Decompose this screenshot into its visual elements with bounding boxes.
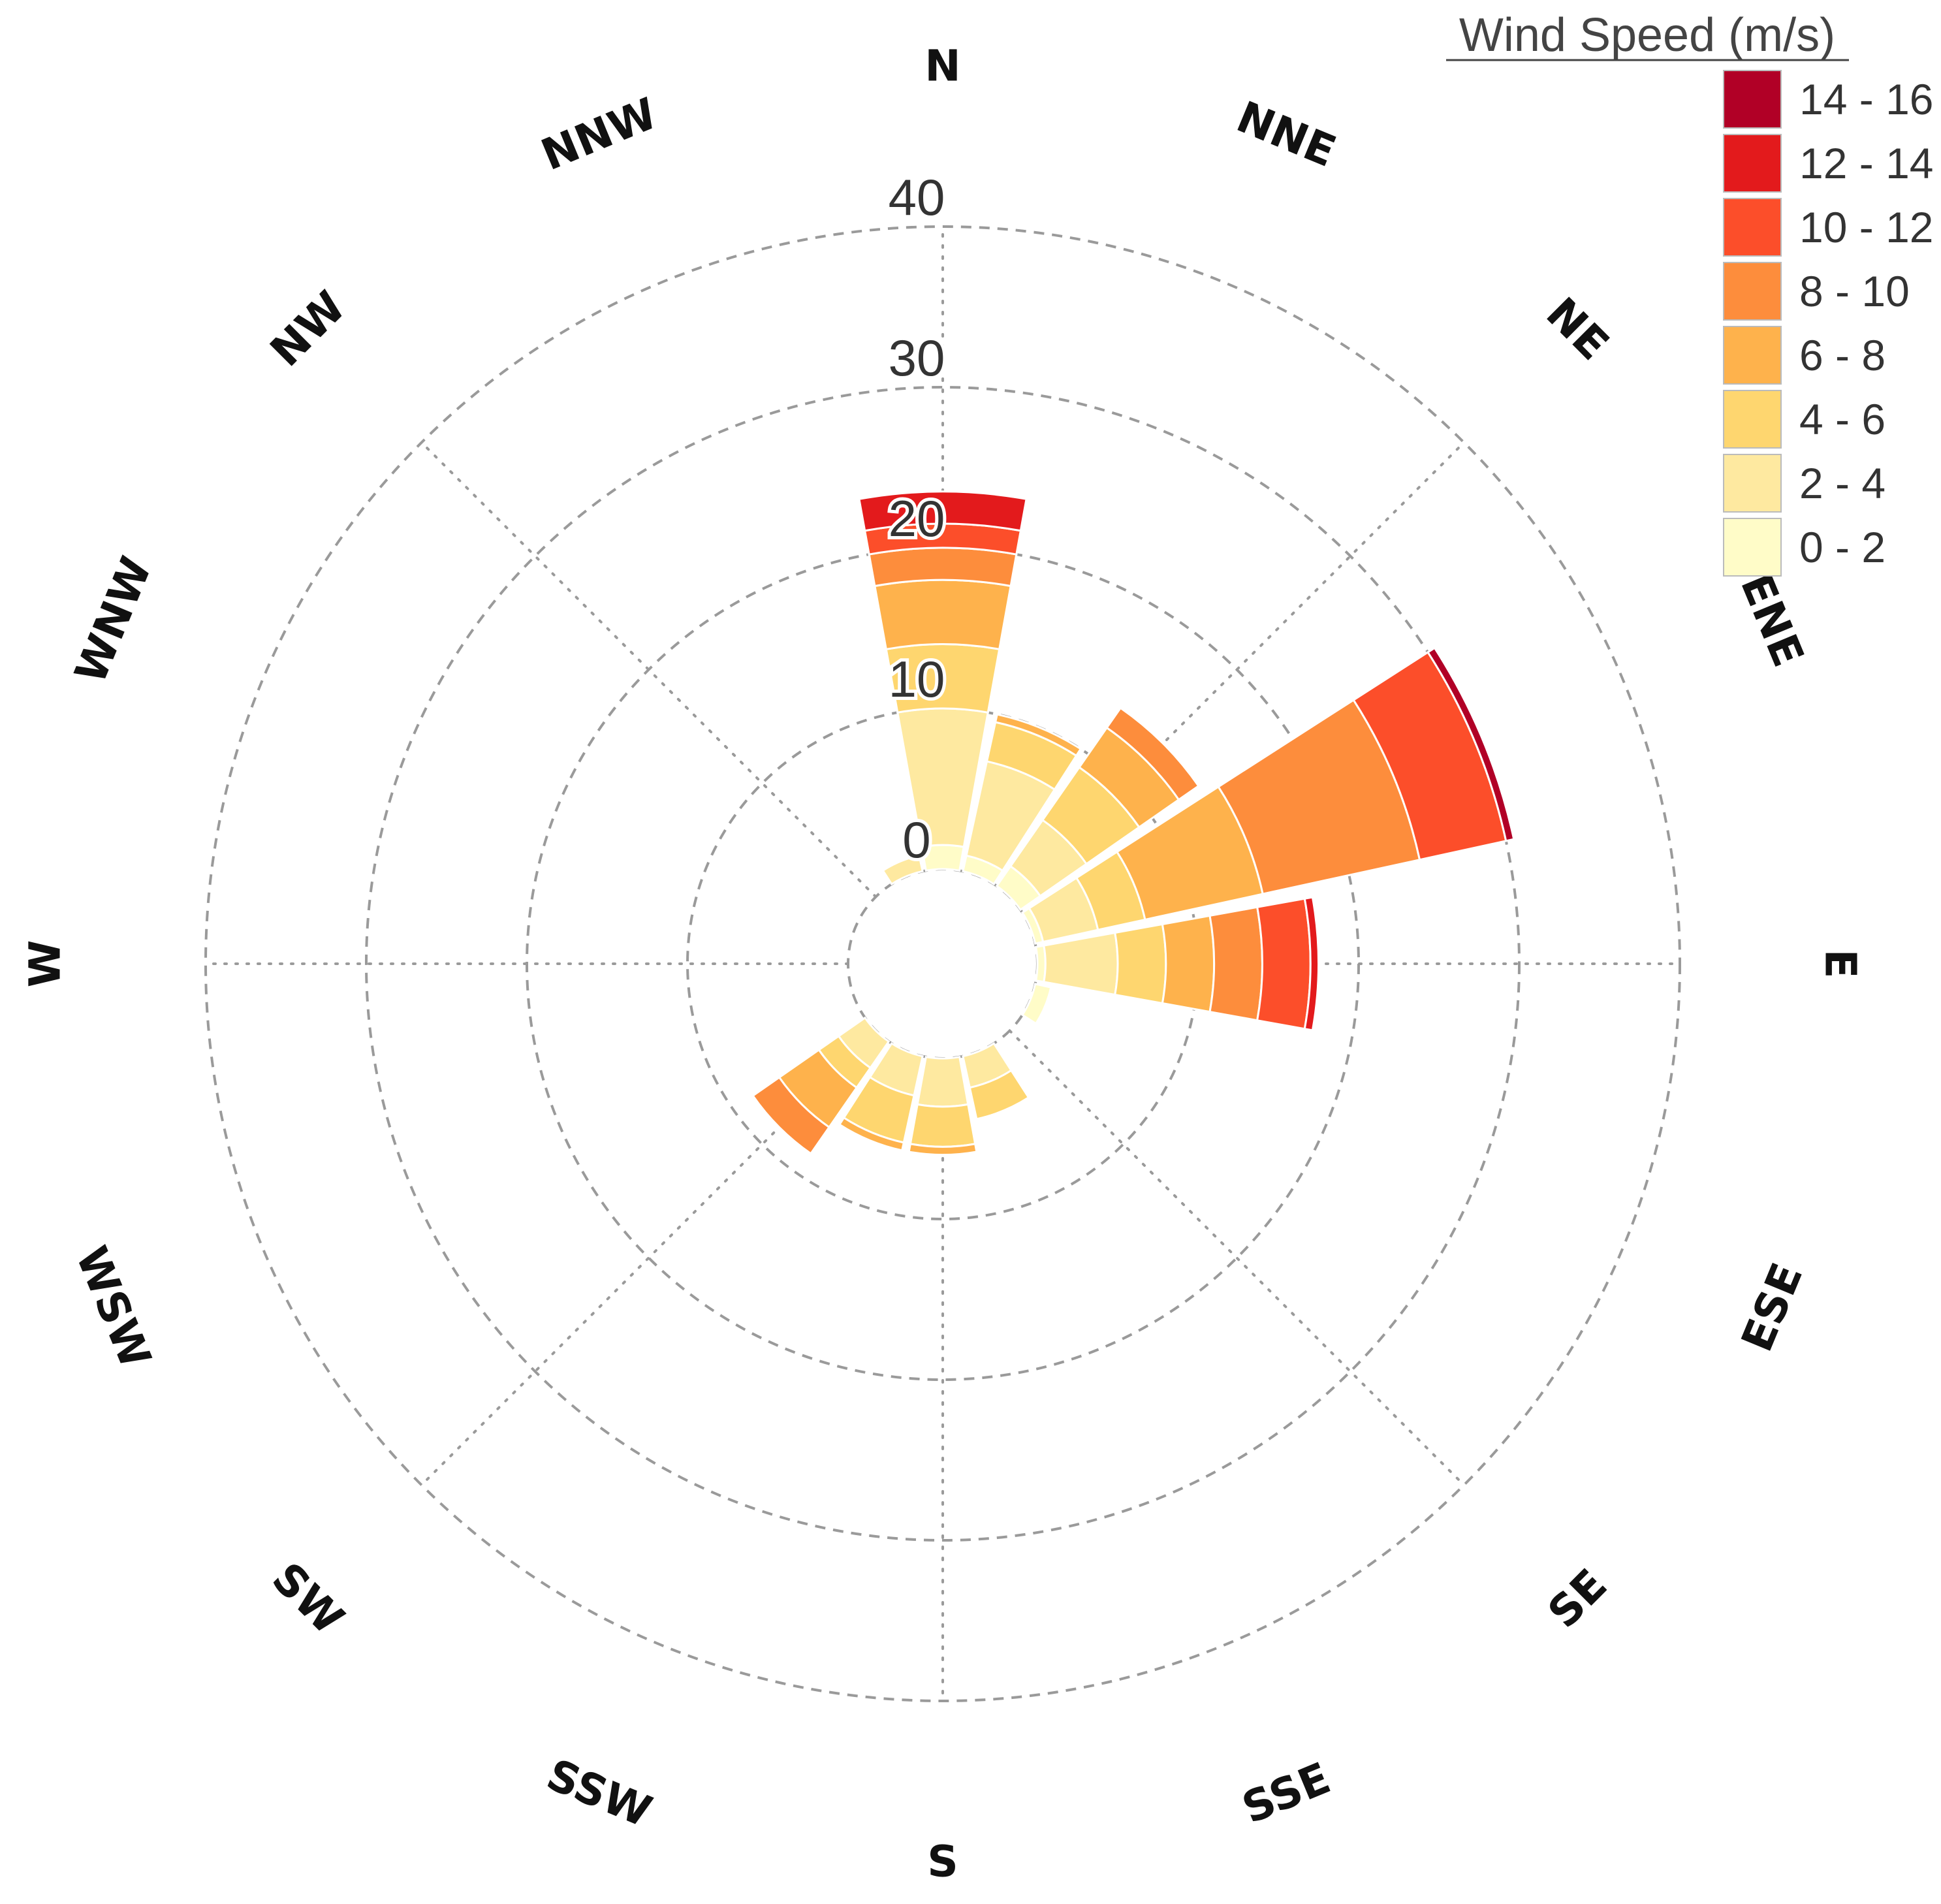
wedge-nnw-bin-1: [881, 854, 924, 886]
polar-grid: [204, 225, 1681, 1702]
direction-label-nw: NW: [260, 281, 355, 376]
legend-label-1: 2 - 4: [1799, 459, 1886, 507]
radial-tick-10: 10: [889, 650, 945, 708]
grid-spoke: [420, 441, 877, 898]
wedge-e-bin-3: [1161, 914, 1216, 1013]
direction-label-w: W: [20, 940, 71, 988]
wedge-ssw-bin-3: [838, 1116, 906, 1152]
legend-title: Wind Speed (m/s): [1459, 9, 1835, 61]
direction-label-sw: SW: [262, 1553, 354, 1645]
legend-swatch-2: [1723, 390, 1782, 449]
legend-swatch-4: [1723, 262, 1782, 321]
legend-label-5: 10 - 12: [1799, 203, 1933, 251]
wind-rose-bars: [751, 490, 1515, 1156]
wedge-n-bin-3: [874, 579, 1012, 651]
direction-label-wnw: WNW: [65, 550, 162, 690]
wedge-sw-bin-4: [751, 1075, 831, 1155]
legend-swatch-5: [1723, 198, 1782, 257]
wedge-s-bin-1: [916, 1055, 970, 1108]
radial-tick-20: 20: [889, 490, 945, 547]
direction-label-s: S: [927, 1837, 958, 1887]
radial-tick-40: 40: [889, 168, 945, 226]
radial-tick-labels: 0 10 20 30 40: [885, 165, 949, 872]
legend: Wind Speed (m/s) 14 - 16 12 - 14 10 - 12 8 …: [1446, 9, 1933, 577]
wedge-e-bin-6: [1303, 896, 1319, 1032]
direction-label-se: SE: [1538, 1559, 1617, 1638]
legend-label-4: 8 - 10: [1799, 267, 1910, 315]
wedge-e-bin-4: [1208, 906, 1263, 1022]
direction-label-ne: NE: [1537, 288, 1618, 370]
direction-label-e: E: [1816, 949, 1866, 978]
direction-label-n: N: [924, 41, 960, 91]
grid-spoke: [420, 1029, 877, 1487]
wedge-sse-bin-2: [968, 1069, 1030, 1120]
legend-swatch-7: [1723, 70, 1782, 129]
legend-items: 14 - 16 12 - 14 10 - 12 8 - 10 6 - 8 4 - 6 2 -…: [1723, 70, 1933, 577]
direction-label-ssw: SSW: [540, 1749, 659, 1837]
grid-spoke: [1008, 441, 1466, 898]
direction-label-nnw: NNW: [534, 88, 664, 180]
radial-tick-0: 0: [902, 811, 930, 868]
direction-labels: N NNE NE ENE E ESE SE SSE S SSW SW WSW W WNW NW NNW: [20, 41, 1866, 1887]
direction-label-nne: NNE: [1230, 91, 1343, 177]
grid-ring-30: [365, 386, 1521, 1542]
wedge-n-bin-6: [858, 490, 1028, 532]
legend-label-3: 6 - 8: [1799, 331, 1886, 379]
grid-ring-40: [204, 225, 1681, 1702]
wedge-e-bin-5: [1255, 897, 1312, 1030]
direction-label-ese: ESE: [1731, 1256, 1812, 1359]
wedge-ne-bin-4: [1105, 706, 1200, 801]
wedge-ese-bin-0: [1020, 983, 1052, 1025]
wedge-nne-bin-3: [994, 713, 1082, 757]
wedge-n-bin-4: [868, 547, 1018, 588]
wedge-e-bin-2: [1114, 923, 1167, 1005]
legend-label-6: 12 - 14: [1799, 139, 1933, 187]
wedge-s-bin-3: [907, 1143, 978, 1156]
legend-swatch-3: [1723, 326, 1782, 385]
direction-label-wsw: WSW: [66, 1239, 161, 1375]
direction-label-ene: ENE: [1731, 567, 1814, 674]
legend-swatch-1: [1723, 454, 1782, 513]
legend-swatch-6: [1723, 134, 1782, 193]
legend-label-7: 14 - 16: [1799, 75, 1933, 123]
direction-label-sse: SSE: [1235, 1753, 1337, 1834]
wedge-e-bin-1: [1043, 931, 1119, 996]
legend-label-0: 0 - 2: [1799, 523, 1886, 571]
grid-spoke: [1008, 1029, 1466, 1487]
legend-label-2: 4 - 6: [1799, 395, 1886, 443]
legend-swatch-0: [1723, 518, 1782, 577]
radial-tick-30: 30: [889, 329, 945, 387]
wedge-s-bin-2: [909, 1103, 977, 1148]
wedge-ene-bin-7: [1426, 646, 1515, 842]
